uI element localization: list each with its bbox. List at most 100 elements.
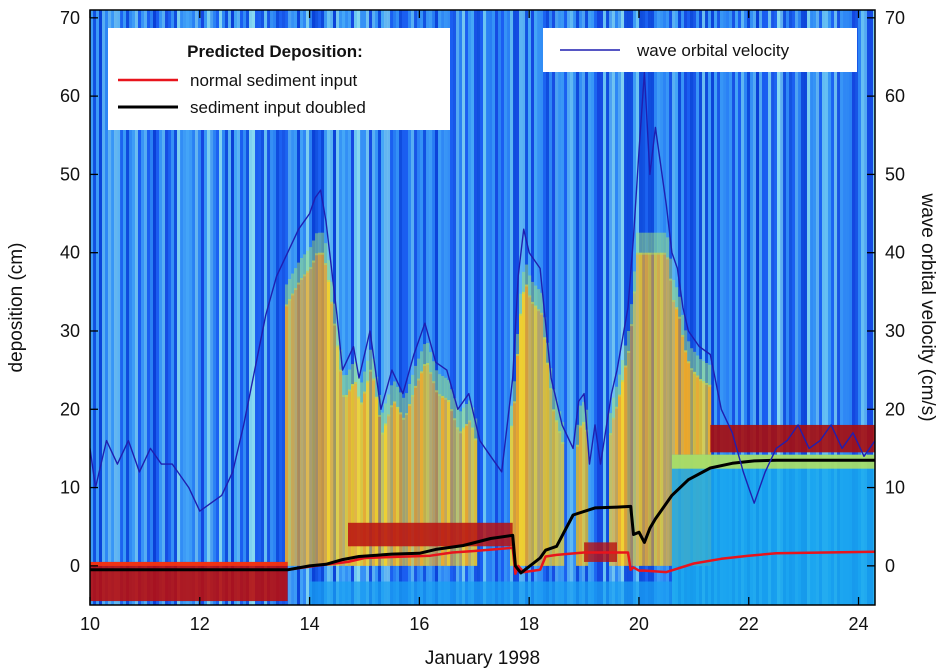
y-tick-label-left: 50 bbox=[60, 164, 80, 184]
heat-stripe bbox=[576, 10, 580, 605]
heat-stripe bbox=[786, 10, 790, 605]
heat-stripe bbox=[207, 10, 211, 605]
heat-stripe bbox=[684, 10, 688, 605]
heat-stripe bbox=[864, 10, 868, 605]
heat-stripe bbox=[825, 10, 829, 605]
heat-transition-stripe bbox=[609, 413, 613, 436]
heat-transition-stripe bbox=[696, 355, 700, 378]
heat-warm-stripe bbox=[432, 381, 436, 566]
heat-warm-stripe bbox=[333, 323, 337, 566]
heat-transition-stripe bbox=[357, 376, 361, 399]
heat-transition-stripe bbox=[708, 364, 712, 387]
heat-stripe bbox=[171, 10, 175, 605]
heat-warm-stripe bbox=[621, 380, 625, 566]
heat-warm-stripe bbox=[672, 299, 676, 566]
heat-stripe bbox=[447, 10, 451, 605]
heat-transition-stripe bbox=[630, 304, 634, 327]
heat-cyan-band bbox=[309, 581, 672, 605]
heat-stripe bbox=[150, 10, 154, 605]
heat-warm-stripe bbox=[402, 417, 406, 566]
x-tick-label: 12 bbox=[190, 614, 210, 634]
heat-transition-stripe bbox=[363, 371, 367, 394]
heat-warm-stripe bbox=[525, 284, 529, 566]
heat-stripe bbox=[108, 10, 112, 605]
heat-transition-stripe bbox=[687, 341, 691, 364]
heat-transition-stripe bbox=[348, 369, 352, 392]
heat-stripe bbox=[219, 10, 223, 605]
heat-stripe bbox=[141, 10, 145, 605]
heat-stripe bbox=[621, 10, 625, 605]
heat-warm-stripe bbox=[339, 369, 343, 566]
heat-transition-stripe bbox=[516, 334, 520, 357]
heat-transition-stripe bbox=[411, 374, 415, 397]
heat-transition-stripe bbox=[681, 314, 685, 337]
heat-warm-stripe bbox=[360, 402, 364, 566]
heat-warm-stripe bbox=[288, 298, 292, 566]
heat-red-band bbox=[348, 522, 513, 547]
heat-warm-stripe bbox=[315, 253, 319, 566]
heat-warm-stripe bbox=[327, 279, 331, 566]
heat-stripe bbox=[549, 10, 553, 605]
heat-warm-stripe bbox=[537, 309, 541, 566]
heat-stripe bbox=[384, 10, 388, 605]
y-tick-label-right: 20 bbox=[885, 399, 905, 419]
heat-warm-stripe bbox=[318, 252, 322, 566]
heat-stripe bbox=[600, 10, 604, 605]
heat-stripe bbox=[477, 10, 481, 605]
heat-stripe bbox=[417, 10, 421, 605]
heat-stripe bbox=[720, 10, 724, 605]
heat-warm-stripe bbox=[549, 388, 553, 566]
heat-warm-stripe bbox=[558, 431, 562, 566]
heat-stripe bbox=[99, 10, 103, 605]
heat-transition-stripe bbox=[627, 330, 631, 353]
heat-stripe bbox=[687, 10, 691, 605]
heat-stripe bbox=[414, 10, 418, 605]
heat-stripe bbox=[279, 10, 283, 605]
heat-transition-stripe bbox=[519, 293, 523, 316]
heat-stripe bbox=[831, 10, 835, 605]
heat-transition-stripe bbox=[285, 284, 289, 307]
heat-warm-stripe bbox=[540, 312, 544, 566]
heat-warm-stripe bbox=[609, 433, 613, 566]
heat-transition-stripe bbox=[414, 365, 418, 388]
heat-transition-stripe bbox=[579, 405, 583, 428]
heat-transition-stripe bbox=[315, 233, 319, 256]
heat-stripe bbox=[555, 10, 559, 605]
heat-transition-stripe bbox=[321, 232, 325, 255]
x-tick-label: 10 bbox=[80, 614, 100, 634]
heat-warm-stripe bbox=[579, 425, 583, 566]
heat-warm-stripe bbox=[534, 305, 538, 566]
heat-warm-stripe bbox=[510, 425, 514, 566]
heat-transition-stripe bbox=[417, 358, 421, 381]
heat-stripe bbox=[378, 10, 382, 605]
heat-red-band bbox=[710, 424, 875, 453]
heat-stripe bbox=[513, 10, 517, 605]
heat-warm-stripe bbox=[459, 431, 463, 566]
heat-warm-stripe bbox=[663, 252, 667, 566]
heat-warm-stripe bbox=[636, 252, 640, 566]
heatmap-warm-band bbox=[285, 232, 712, 566]
heat-stripe bbox=[222, 10, 226, 605]
heat-transition-stripe bbox=[648, 232, 652, 255]
plot-frame bbox=[89, 9, 876, 606]
heat-transition-stripe bbox=[336, 325, 340, 348]
heat-stripe bbox=[213, 10, 217, 605]
heat-stripe bbox=[474, 10, 478, 605]
heat-stripe bbox=[501, 10, 505, 605]
heat-stripe bbox=[804, 10, 808, 605]
heat-stripe bbox=[228, 10, 232, 605]
heat-transition-stripe bbox=[666, 237, 670, 260]
heat-warm-stripe bbox=[615, 406, 619, 566]
heat-stripe bbox=[396, 10, 400, 605]
heat-transition-stripe bbox=[384, 403, 388, 426]
heat-warm-stripe bbox=[642, 252, 646, 566]
heat-stripe bbox=[264, 10, 268, 605]
x-tick-label: 22 bbox=[739, 614, 759, 634]
heat-stripe bbox=[144, 10, 148, 605]
heat-warm-stripe bbox=[513, 401, 517, 566]
heat-warm-stripe bbox=[354, 381, 358, 566]
heat-transition-stripe bbox=[369, 349, 373, 372]
y-tick-label-right: 30 bbox=[885, 321, 905, 341]
heat-transition-stripe bbox=[330, 281, 334, 304]
